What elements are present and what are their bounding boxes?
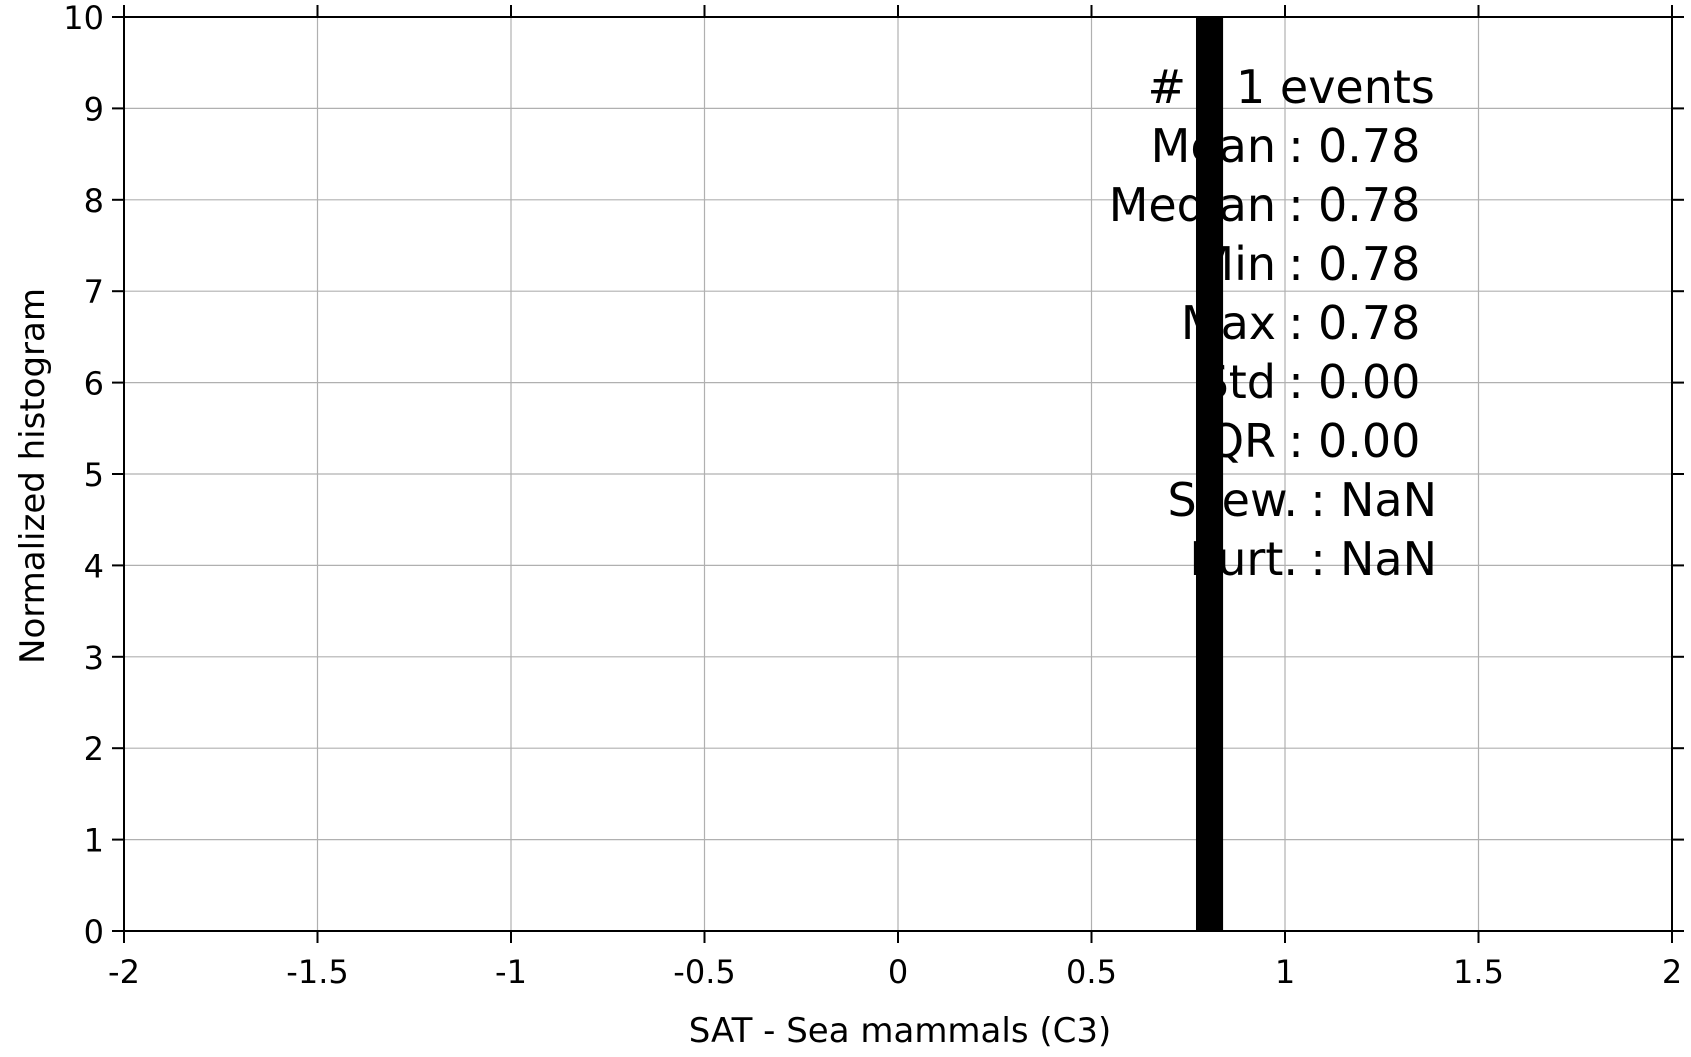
- stats-colon: :: [1288, 237, 1304, 291]
- y-tick-label: 6: [84, 365, 104, 403]
- stats-value: 0.78: [1318, 237, 1420, 291]
- y-tick-label: 5: [84, 456, 104, 494]
- stats-value: 1 events: [1236, 60, 1435, 114]
- y-tick-label: 3: [84, 639, 104, 677]
- stats-value: NaN: [1340, 473, 1437, 527]
- stats-row: Kurt.: NaN: [1189, 532, 1437, 586]
- stats-label: Mean: [1151, 119, 1276, 173]
- x-tick-label: -2: [108, 953, 140, 991]
- stats-colon: :: [1288, 296, 1304, 350]
- x-tick-label: 1: [1275, 953, 1295, 991]
- stats-value: 0.78: [1318, 178, 1420, 232]
- stats-row: Skew.: NaN: [1167, 473, 1437, 527]
- stats-value: 0.78: [1318, 119, 1420, 173]
- stats-row: IQR:0.00: [1194, 414, 1420, 468]
- stats-label: Skew.: [1167, 473, 1298, 527]
- stats-annotation: #1 eventsMean:0.78Median:0.78Min:0.78Max…: [1109, 60, 1437, 586]
- stats-label: #: [1147, 60, 1186, 114]
- stats-row: #1 events: [1147, 60, 1434, 114]
- x-tick-label: 2: [1662, 953, 1682, 991]
- x-tick-label: 0: [888, 953, 908, 991]
- stats-colon: :: [1288, 414, 1304, 468]
- grid-lines: [123, 16, 1673, 932]
- stats-value: 0.00: [1318, 355, 1420, 409]
- x-tick-label: -1.5: [286, 953, 348, 991]
- stats-row: Std:0.00: [1200, 355, 1421, 409]
- stats-label: Median: [1109, 178, 1276, 232]
- x-tick-label: 0.5: [1066, 953, 1117, 991]
- x-tick-label: 1.5: [1453, 953, 1504, 991]
- stats-row: Min:0.78: [1194, 237, 1420, 291]
- stats-colon: :: [1288, 119, 1304, 173]
- y-tick-label: 10: [63, 0, 104, 37]
- x-tick-label: -0.5: [673, 953, 735, 991]
- axis-ticks: -2 -1.5 -1 -0.5 0 0.5 1 1.5 2 0 1 2 3 4 5 6 7 8 9 10: [63, 0, 1684, 991]
- stats-label: Min: [1194, 237, 1276, 291]
- stats-value: NaN: [1340, 532, 1437, 586]
- stats-value: 0.78: [1318, 296, 1420, 350]
- y-axis-label: Normalized histogram: [13, 288, 53, 664]
- y-tick-label: 4: [84, 547, 104, 585]
- histogram-bars: [1195, 17, 1224, 931]
- stats-colon: :: [1288, 355, 1304, 409]
- stats-colon: :: [1310, 532, 1326, 586]
- y-tick-label: 7: [84, 273, 104, 311]
- stats-label: Max: [1181, 296, 1276, 350]
- stats-colon: :: [1288, 178, 1304, 232]
- stats-label: IQR: [1194, 414, 1276, 468]
- stats-value: 0.00: [1318, 414, 1420, 468]
- y-tick-label: 0: [84, 913, 104, 951]
- x-axis-label: SAT - Sea mammals (C3): [689, 1011, 1112, 1051]
- stats-row: Mean:0.78: [1151, 119, 1421, 173]
- histogram-bar: [1195, 17, 1224, 931]
- stats-label: Std: [1200, 355, 1276, 409]
- y-tick-label: 2: [84, 730, 104, 768]
- y-tick-label: 1: [84, 822, 104, 860]
- x-tick-label: -1: [495, 953, 527, 991]
- stats-colon: :: [1310, 473, 1326, 527]
- stats-label: Kurt.: [1189, 532, 1298, 586]
- stats-row: Max:0.78: [1181, 296, 1421, 350]
- y-tick-label: 8: [84, 182, 104, 220]
- y-tick-label: 9: [84, 90, 104, 128]
- stats-row: Median:0.78: [1109, 178, 1421, 232]
